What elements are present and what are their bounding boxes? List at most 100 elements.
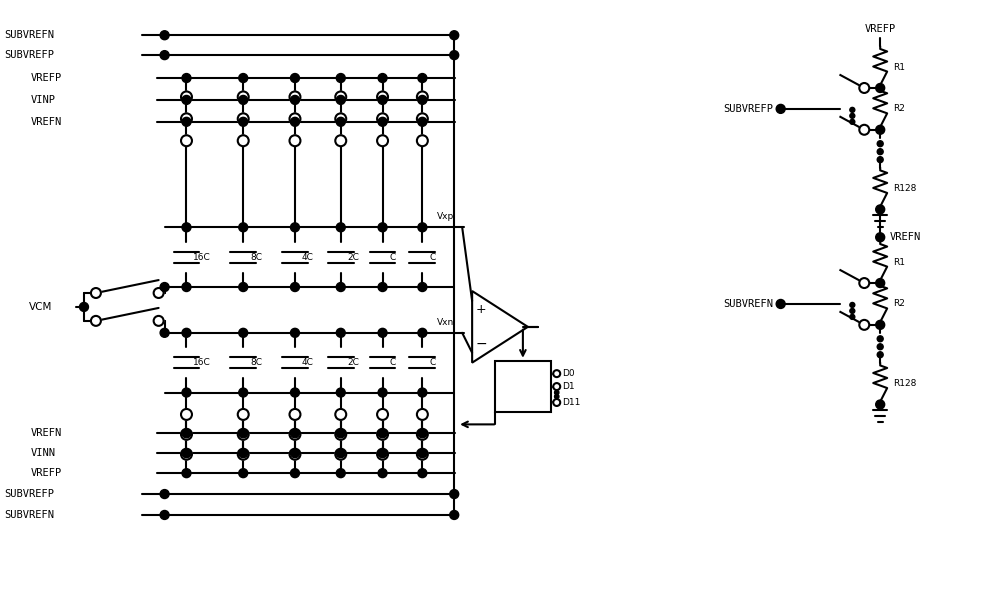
Text: SUBVREFN: SUBVREFN	[4, 510, 54, 520]
Circle shape	[290, 429, 299, 438]
Circle shape	[877, 141, 883, 147]
Circle shape	[377, 91, 388, 102]
Circle shape	[450, 31, 459, 39]
Circle shape	[877, 344, 883, 350]
Circle shape	[182, 388, 191, 397]
Circle shape	[289, 449, 300, 460]
Circle shape	[850, 315, 855, 319]
Circle shape	[418, 469, 427, 478]
Circle shape	[336, 223, 345, 232]
Circle shape	[417, 429, 428, 440]
Circle shape	[418, 74, 427, 82]
Circle shape	[289, 91, 300, 102]
Circle shape	[290, 283, 299, 292]
Circle shape	[182, 95, 191, 104]
Circle shape	[238, 429, 249, 440]
Circle shape	[160, 511, 169, 519]
Circle shape	[238, 449, 249, 460]
Circle shape	[335, 135, 346, 146]
Circle shape	[181, 91, 192, 102]
Circle shape	[238, 113, 249, 124]
Circle shape	[876, 84, 885, 92]
Circle shape	[91, 288, 101, 298]
Circle shape	[160, 31, 169, 39]
Circle shape	[290, 449, 299, 458]
Circle shape	[336, 95, 345, 104]
Circle shape	[418, 117, 427, 126]
Circle shape	[335, 429, 346, 440]
Text: VCM: VCM	[29, 302, 53, 312]
Circle shape	[776, 104, 785, 113]
Circle shape	[160, 328, 169, 337]
Circle shape	[160, 283, 169, 292]
Circle shape	[876, 233, 885, 241]
Text: 16C: 16C	[193, 358, 211, 367]
Circle shape	[417, 91, 428, 102]
Circle shape	[336, 469, 345, 478]
Circle shape	[850, 303, 855, 307]
Circle shape	[418, 328, 427, 337]
Circle shape	[336, 449, 345, 458]
Circle shape	[876, 279, 885, 287]
Circle shape	[450, 511, 459, 519]
Circle shape	[378, 95, 387, 104]
Circle shape	[377, 429, 388, 440]
Circle shape	[418, 223, 427, 232]
Circle shape	[850, 309, 855, 313]
Circle shape	[239, 429, 248, 438]
Circle shape	[553, 370, 560, 377]
Circle shape	[336, 328, 345, 337]
Text: C: C	[390, 358, 396, 367]
Text: R128: R128	[893, 379, 917, 388]
Circle shape	[418, 388, 427, 397]
Circle shape	[290, 388, 299, 397]
Circle shape	[289, 429, 300, 440]
Text: SUBVREFN: SUBVREFN	[4, 30, 54, 40]
Circle shape	[859, 320, 869, 330]
Circle shape	[378, 74, 387, 82]
Circle shape	[290, 74, 299, 82]
Circle shape	[335, 91, 346, 102]
Circle shape	[182, 223, 191, 232]
Text: 2C: 2C	[348, 253, 360, 262]
Circle shape	[417, 135, 428, 146]
Circle shape	[239, 283, 248, 292]
Circle shape	[377, 409, 388, 420]
Circle shape	[335, 409, 346, 420]
Circle shape	[239, 95, 248, 104]
Text: R2: R2	[893, 104, 905, 113]
Circle shape	[876, 125, 885, 134]
Circle shape	[417, 409, 428, 420]
Circle shape	[182, 283, 191, 292]
Circle shape	[154, 316, 164, 326]
Text: SUBVREFP: SUBVREFP	[723, 104, 773, 114]
Text: +: +	[476, 303, 486, 316]
Circle shape	[450, 51, 459, 59]
Text: VREFN: VREFN	[30, 117, 61, 127]
Text: VINN: VINN	[30, 448, 55, 458]
Circle shape	[876, 205, 885, 214]
Circle shape	[290, 117, 299, 126]
Circle shape	[335, 449, 346, 460]
Text: SAR: SAR	[510, 382, 535, 392]
Circle shape	[336, 283, 345, 292]
Circle shape	[290, 469, 299, 478]
Circle shape	[160, 51, 169, 59]
Circle shape	[336, 388, 345, 397]
Circle shape	[553, 399, 560, 406]
Circle shape	[776, 299, 785, 309]
Circle shape	[876, 400, 885, 409]
Circle shape	[377, 135, 388, 146]
Circle shape	[182, 429, 191, 438]
Text: 4C: 4C	[302, 253, 314, 262]
Text: SUBVREFP: SUBVREFP	[4, 489, 54, 499]
Text: D1: D1	[562, 382, 574, 391]
Circle shape	[181, 449, 192, 460]
Text: 8C: 8C	[250, 358, 262, 367]
Text: 16C: 16C	[193, 253, 211, 262]
Text: VREFP: VREFP	[865, 24, 896, 34]
Circle shape	[378, 469, 387, 478]
Text: 2C: 2C	[348, 358, 360, 367]
Text: VINP: VINP	[30, 95, 55, 105]
Circle shape	[181, 429, 192, 440]
